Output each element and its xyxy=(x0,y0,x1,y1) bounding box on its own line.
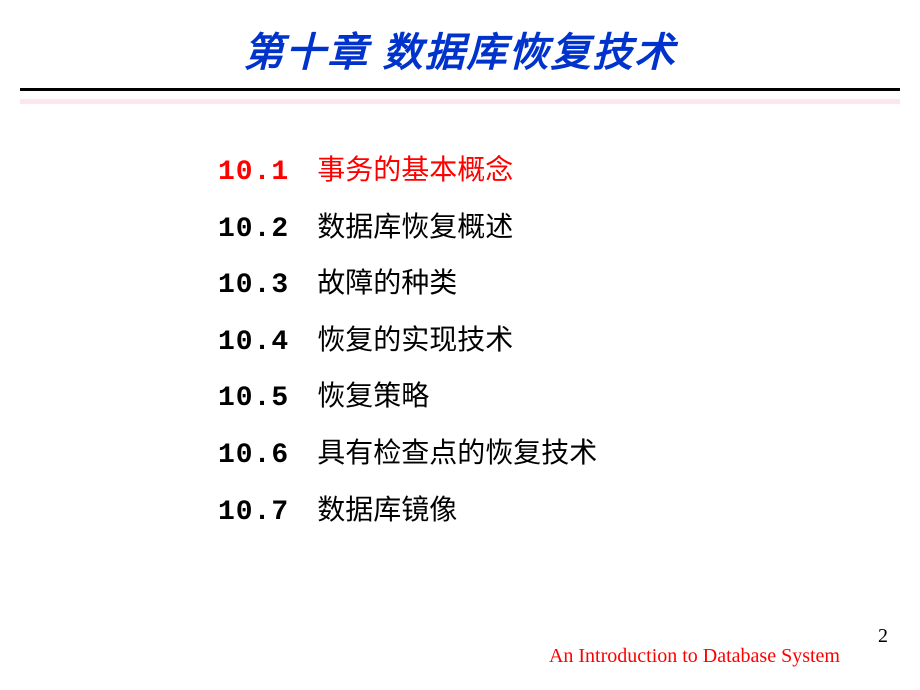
toc-text: 恢复策略 xyxy=(317,381,429,412)
toc-item: 10.6 具有检查点的恢复技术 xyxy=(218,427,920,484)
toc-item: 10.3 故障的种类 xyxy=(218,257,920,314)
toc-number: 10.3 xyxy=(218,270,289,301)
toc-text: 数据库恢复概述 xyxy=(317,212,513,243)
toc-item: 10.7 数据库镜像 xyxy=(218,484,920,541)
page-number: 2 xyxy=(878,625,888,648)
toc-item: 10.2 数据库恢复概述 xyxy=(218,201,920,258)
toc-item: 10.1 事务的基本概念 xyxy=(218,144,920,201)
toc-text: 故障的种类 xyxy=(317,268,457,299)
toc-number: 10.6 xyxy=(218,440,289,471)
toc-number: 10.5 xyxy=(218,383,289,414)
toc-text: 恢复的实现技术 xyxy=(317,325,513,356)
toc-number: 10.2 xyxy=(218,214,289,245)
toc-number: 10.4 xyxy=(218,327,289,358)
toc-text: 数据库镜像 xyxy=(317,495,457,526)
toc-number: 10.1 xyxy=(218,157,289,188)
toc-item: 10.4 恢复的实现技术 xyxy=(218,314,920,371)
table-of-contents: 10.1 事务的基本概念 10.2 数据库恢复概述 10.3 故障的种类 10.4 恢复… xyxy=(218,144,920,540)
footer-text: An Introduction to Database System xyxy=(549,645,840,668)
slide: 第十章 数据库恢复技术 10.1 事务的基本概念 10.2 数据库恢复概述 10.3… xyxy=(0,0,920,690)
toc-item: 10.5 恢复策略 xyxy=(218,370,920,427)
chapter-title: 第十章 数据库恢复技术 xyxy=(0,20,920,78)
toc-text: 事务的基本概念 xyxy=(317,155,513,186)
title-accent-line xyxy=(20,99,900,104)
title-underline xyxy=(20,88,900,91)
toc-text: 具有检查点的恢复技术 xyxy=(317,438,597,469)
toc-number: 10.7 xyxy=(218,497,289,528)
